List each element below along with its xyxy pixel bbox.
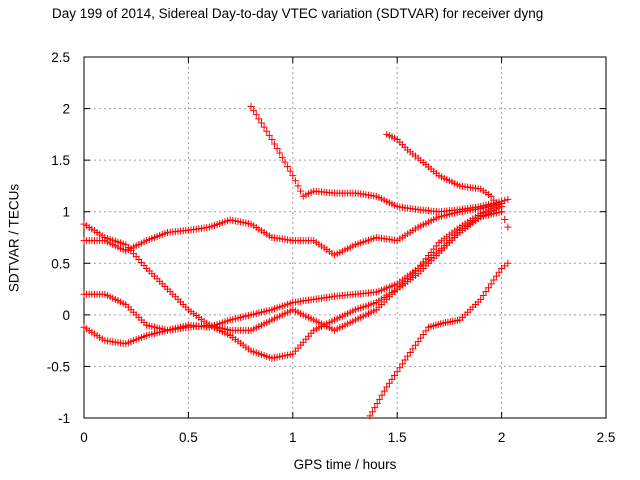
y-tick-label: 1.5	[51, 153, 70, 168]
tick-labels: 0 0.5 1 1.5 2 2.5 -1 -0.5 0 0.5 1 1.5 2 2.5	[47, 50, 616, 445]
data-point	[490, 196, 498, 204]
data-point	[265, 131, 273, 139]
y-tick-label: 0	[62, 308, 70, 323]
x-tick-label: 1.5	[388, 430, 407, 445]
x-tick-label: 2	[498, 430, 506, 445]
x-tick-label: 0.5	[179, 430, 198, 445]
data-point	[485, 284, 493, 292]
data-point	[385, 379, 393, 387]
data-point	[411, 341, 419, 349]
data-point	[477, 295, 485, 303]
data-point	[419, 330, 427, 338]
data-point	[414, 338, 422, 346]
data-point	[276, 149, 284, 157]
y-tick-label: -0.5	[47, 359, 70, 374]
data-point	[380, 387, 388, 395]
data-point	[391, 371, 399, 379]
data-point	[263, 127, 271, 135]
data-point	[383, 383, 391, 391]
y-tick-label: 1	[62, 205, 70, 220]
data-point	[498, 197, 506, 205]
data-point	[393, 368, 401, 376]
data-point	[504, 223, 512, 231]
data-point	[498, 208, 506, 216]
data-point	[252, 111, 260, 119]
data-point	[504, 259, 512, 267]
data-point	[289, 172, 297, 180]
data-point	[501, 196, 509, 204]
y-axis-label: SDTVAR / TECUs	[6, 183, 22, 293]
data-point	[492, 272, 500, 280]
data-point	[479, 292, 487, 300]
chart-title: Day 199 of 2014, Sidereal Day-to-day VTE…	[52, 6, 544, 21]
data-point	[247, 103, 255, 111]
data-point	[260, 123, 268, 131]
data-point	[398, 360, 406, 368]
data-point	[482, 288, 490, 296]
data-point	[406, 349, 414, 357]
data-point	[396, 364, 404, 372]
data-point	[404, 352, 412, 360]
x-tick-label: 2.5	[597, 430, 616, 445]
x-tick-label: 0	[80, 430, 88, 445]
x-axis-label: GPS time / hours	[293, 457, 397, 472]
data-point	[376, 395, 384, 403]
data-point	[284, 163, 292, 171]
data-point	[487, 280, 495, 288]
data-point	[281, 158, 289, 166]
data-point	[250, 107, 258, 115]
y-tick-label: 0.5	[51, 256, 70, 271]
data-point	[271, 140, 279, 148]
data-point	[422, 327, 430, 335]
data-point	[501, 215, 509, 223]
series-track-e	[247, 103, 512, 216]
y-tick-label: 2	[62, 102, 70, 117]
data-point	[257, 119, 265, 127]
data-point	[487, 192, 495, 200]
data-point	[297, 187, 305, 195]
data-point	[273, 145, 281, 153]
data-point	[294, 182, 302, 190]
data-point	[495, 268, 503, 276]
y-tick-label: -1	[58, 411, 70, 426]
data-point	[495, 204, 503, 212]
data-point	[373, 400, 381, 408]
x-tick-label: 1	[289, 430, 297, 445]
data-point	[278, 154, 286, 162]
series-track-a	[80, 199, 506, 259]
data-point	[268, 136, 276, 144]
data-point	[504, 195, 512, 203]
data-point	[366, 412, 374, 420]
data-point	[388, 375, 396, 383]
data-point	[368, 408, 376, 416]
series-track-f	[383, 130, 512, 231]
series-track-d	[80, 208, 506, 348]
data-point	[291, 177, 299, 185]
data-point	[417, 334, 425, 342]
data-point	[401, 356, 409, 364]
data-point	[286, 167, 294, 175]
data-point	[409, 345, 417, 353]
data-marks	[80, 103, 512, 420]
series-track-g	[366, 259, 512, 420]
data-point	[378, 391, 386, 399]
data-point	[490, 276, 498, 284]
data-point	[255, 115, 263, 123]
y-tick-label: 2.5	[51, 50, 70, 65]
data-point	[492, 200, 500, 208]
data-point	[371, 404, 379, 412]
